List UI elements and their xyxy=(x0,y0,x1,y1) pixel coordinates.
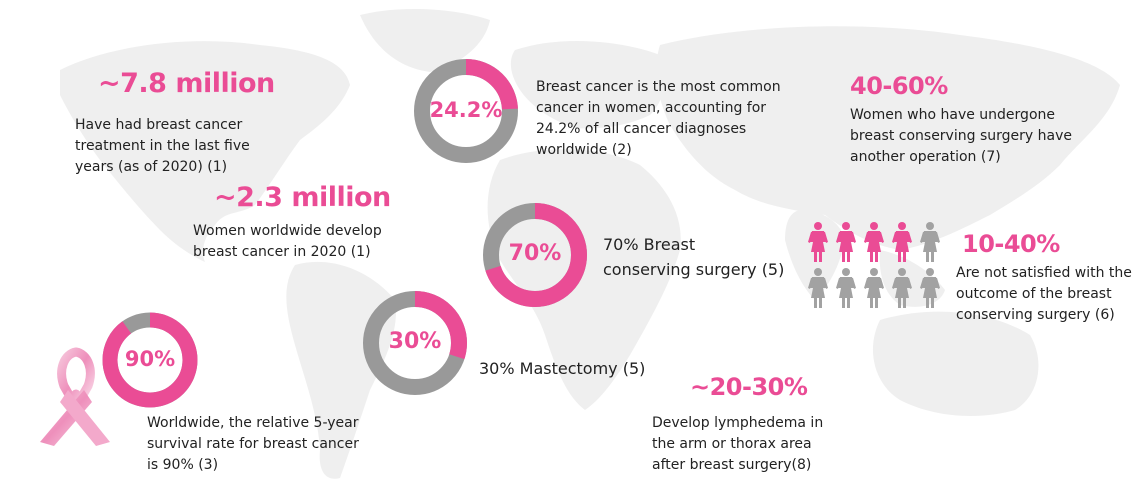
map-south-america xyxy=(286,261,396,479)
woman-icon xyxy=(864,222,884,262)
desc-line: breast cancer in 2020 (1) xyxy=(193,244,371,260)
map-europe xyxy=(510,40,666,129)
desc-line: 30% Mastectomy (5) xyxy=(479,359,646,378)
desc-line: Worldwide, the relative 5-year xyxy=(147,415,359,431)
stat-lymphedema-value: ~20-30% xyxy=(690,373,808,401)
desc-line: survival rate for breast cancer xyxy=(147,436,359,452)
donut-arc xyxy=(483,203,587,307)
woman-icon xyxy=(892,268,912,308)
donut-mastectomy: 30% xyxy=(360,288,470,398)
donut-common-label: 24.2% xyxy=(429,98,503,122)
desc-line: 24.2% of all cancer diagnoses xyxy=(536,121,747,137)
donut-mastectomy-ring xyxy=(363,291,467,395)
donut-bcs-description: 70% Breast conserving surgery (5) xyxy=(603,232,784,282)
donut-survival-description: Worldwide, the relative 5-year survival … xyxy=(147,413,359,476)
pink-ribbon-icon xyxy=(40,347,110,446)
map-north-america xyxy=(60,41,350,262)
desc-line: is 90% (3) xyxy=(147,457,219,473)
desc-line: worldwide (2) xyxy=(536,142,632,158)
stat-lymphedema-description: Develop lymphedema in the arm or thorax … xyxy=(652,413,823,476)
woman-icon xyxy=(920,268,940,308)
woman-icon xyxy=(864,268,884,308)
stat-treated-description: Have had breast cancer treatment in the … xyxy=(75,115,250,178)
donut-breast-conserving: 70% xyxy=(480,200,590,310)
donut-survival-ring xyxy=(102,312,198,408)
desc-line: 70% Breast xyxy=(603,235,696,254)
woman-icon xyxy=(808,222,828,262)
women-pictogram xyxy=(808,222,940,308)
donut-arc xyxy=(414,59,518,163)
donut-mastectomy-label: 30% xyxy=(388,329,442,354)
map-greenland xyxy=(360,8,490,72)
desc-line: Women worldwide develop xyxy=(193,223,382,239)
donut-arc xyxy=(102,312,198,408)
desc-line: Develop lymphedema in xyxy=(652,415,824,431)
desc-line: after breast surgery(8) xyxy=(652,457,812,473)
desc-line: Breast cancer is the most common xyxy=(536,79,781,95)
woman-icon xyxy=(836,222,856,262)
stat-not-satisfied-value: 10-40% xyxy=(962,230,1060,258)
stat-develop-description: Women worldwide develop breast cancer in… xyxy=(193,221,382,263)
donut-common-cancer-ring xyxy=(414,59,518,163)
desc-line: years (as of 2020) (1) xyxy=(75,159,228,175)
map-asia xyxy=(656,26,1120,250)
donut-mastectomy-description: 30% Mastectomy (5) xyxy=(479,356,645,381)
donut-bcs-label: 70% xyxy=(508,241,562,266)
desc-line: Women who have undergone xyxy=(850,107,1055,123)
donut-survival-label: 90% xyxy=(124,347,176,371)
map-australia xyxy=(872,311,1039,416)
woman-icon xyxy=(920,222,940,262)
stat-not-satisfied-description: Are not satisfied with the outcome of th… xyxy=(956,263,1132,326)
donut-common-cancer: 24.2% xyxy=(411,56,521,166)
donut-arc xyxy=(363,291,467,395)
desc-line: another operation (7) xyxy=(850,149,1001,165)
woman-icon xyxy=(892,222,912,262)
desc-line: outcome of the breast xyxy=(956,286,1112,302)
stat-develop-value: ~2.3 million xyxy=(214,182,391,213)
donut-survival: 90% xyxy=(100,310,200,410)
donut-common-description: Breast cancer is the most common cancer … xyxy=(536,77,781,161)
donut-breast-conserving-ring xyxy=(483,203,587,307)
stat-reoperation-description: Women who have undergone breast conservi… xyxy=(850,105,1072,168)
desc-line: conserving surgery (5) xyxy=(603,260,785,279)
desc-line: the arm or thorax area xyxy=(652,436,812,452)
stat-treated-value: ~7.8 million xyxy=(98,68,275,99)
stat-reoperation-value: 40-60% xyxy=(850,72,948,100)
desc-line: conserving surgery (6) xyxy=(956,307,1115,323)
desc-line: Have had breast cancer xyxy=(75,117,243,133)
woman-icon xyxy=(836,268,856,308)
desc-line: cancer in women, accounting for xyxy=(536,100,767,116)
desc-line: breast conserving surgery have xyxy=(850,128,1072,144)
desc-line: treatment in the last five xyxy=(75,138,250,154)
woman-icon xyxy=(808,268,828,308)
desc-line: Are not satisfied with the xyxy=(956,265,1132,281)
